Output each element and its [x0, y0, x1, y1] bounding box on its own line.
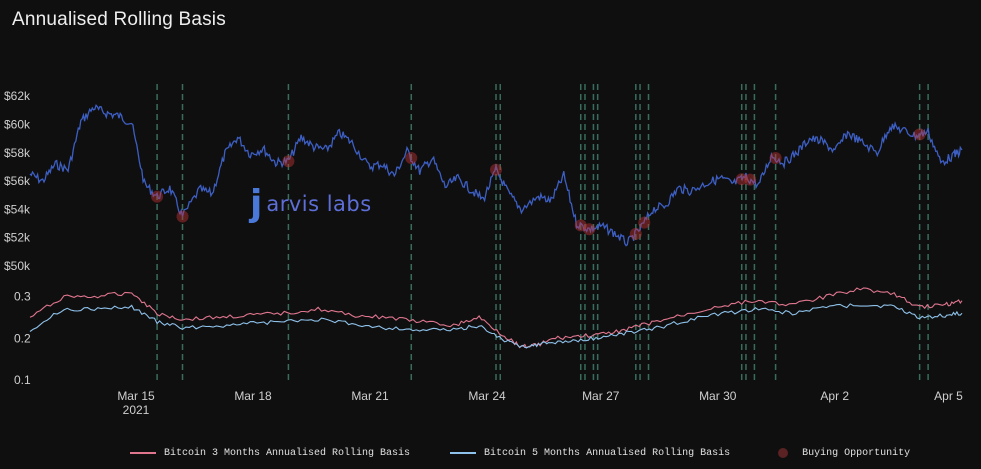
price-tick-label-3: $56k — [4, 174, 31, 188]
watermark-logo-j: j — [250, 183, 263, 224]
legend-item-3m[interactable]: Bitcoin 3 Months Annualised Rolling Basi… — [130, 448, 410, 459]
x-tick-label-5: Mar 30 — [699, 389, 737, 403]
x-tick-label-4: Mar 27 — [582, 389, 620, 403]
legend-label-3m: Bitcoin 3 Months Annualised Rolling Basi… — [164, 447, 411, 459]
watermark-text: arvis labs — [266, 192, 372, 216]
x-tick-label-7: Apr 5 — [934, 389, 963, 403]
legend-label-5m: Bitcoin 5 Months Annualised Rolling Basi… — [484, 447, 731, 459]
x-tick-label-2: Mar 21 — [351, 389, 389, 403]
buying-opportunity-point-2 — [282, 155, 295, 168]
legend-line-5m — [450, 452, 477, 454]
price-series — [29, 104, 963, 247]
buying-opportunity-point-1 — [176, 210, 189, 223]
price-tick-label-6: $50k — [4, 259, 31, 273]
chart-canvas: $62k $60k $58k $56k $54k $52k $50k 0.3 0.2 0.1 M… — [4, 82, 963, 417]
x-tick-label-1: Mar 18 — [234, 389, 272, 403]
price-tick-label-0: $62k — [4, 89, 31, 103]
price-tick-label-5: $52k — [4, 231, 31, 245]
buying-opportunity-point-9 — [735, 173, 748, 186]
basis-5m-line — [29, 303, 963, 349]
price-y-axis: $62k $60k $58k $56k $54k $52k $50k — [4, 89, 31, 273]
basis-tick-label-0: 0.3 — [14, 290, 31, 304]
buying-opportunity-point-0 — [151, 190, 164, 203]
buying-opportunity-point-6 — [583, 223, 596, 236]
buying-opportunity-point-8 — [638, 216, 651, 229]
buying-opportunity-point-12 — [913, 128, 926, 141]
buying-opportunity-points — [151, 128, 926, 240]
buying-opportunity-point-7 — [629, 227, 642, 240]
price-line — [29, 104, 963, 247]
price-tick-label-4: $54k — [4, 202, 31, 216]
x-tick-label-0: Mar 15 — [117, 389, 155, 403]
price-tick-label-2: $58k — [4, 146, 31, 160]
legend-item-buying[interactable]: Buying Opportunity — [770, 448, 910, 459]
x-tick-label-6: Apr 2 — [820, 389, 849, 403]
x-tick-label-3: Mar 24 — [468, 389, 506, 403]
legend-line-3m — [130, 452, 156, 454]
basis-y-axis: 0.3 0.2 0.1 — [14, 290, 31, 387]
basis-series — [29, 287, 963, 349]
basis-tick-label-1: 0.2 — [14, 331, 31, 345]
price-tick-label-1: $60k — [4, 117, 31, 131]
x-axis: Mar 15 Mar 18 Mar 21 Mar 24 Mar 27 Mar 30 Apr … — [117, 389, 963, 417]
buying-opportunity-point-5 — [574, 219, 587, 232]
legend-item-5m[interactable]: Bitcoin 5 Months Annualised Rolling Basi… — [450, 448, 730, 459]
chart-title: Annualised Rolling Basis — [12, 9, 226, 30]
legend: Bitcoin 3 Months Annualised Rolling Basi… — [130, 444, 950, 462]
buying-opportunity-point-11 — [769, 151, 782, 164]
legend-dot-buying — [778, 448, 789, 458]
signal-lines — [156, 82, 929, 380]
legend-label-buying: Buying Opportunity — [802, 447, 911, 459]
basis-tick-label-2: 0.1 — [14, 373, 31, 387]
jarvis-labs-watermark: j arvis labs — [250, 186, 372, 222]
buying-opportunity-point-4 — [490, 163, 502, 176]
x-year-label: 2021 — [123, 403, 150, 417]
buying-opportunity-point-10 — [744, 173, 757, 186]
buying-opportunity-point-3 — [405, 151, 418, 164]
